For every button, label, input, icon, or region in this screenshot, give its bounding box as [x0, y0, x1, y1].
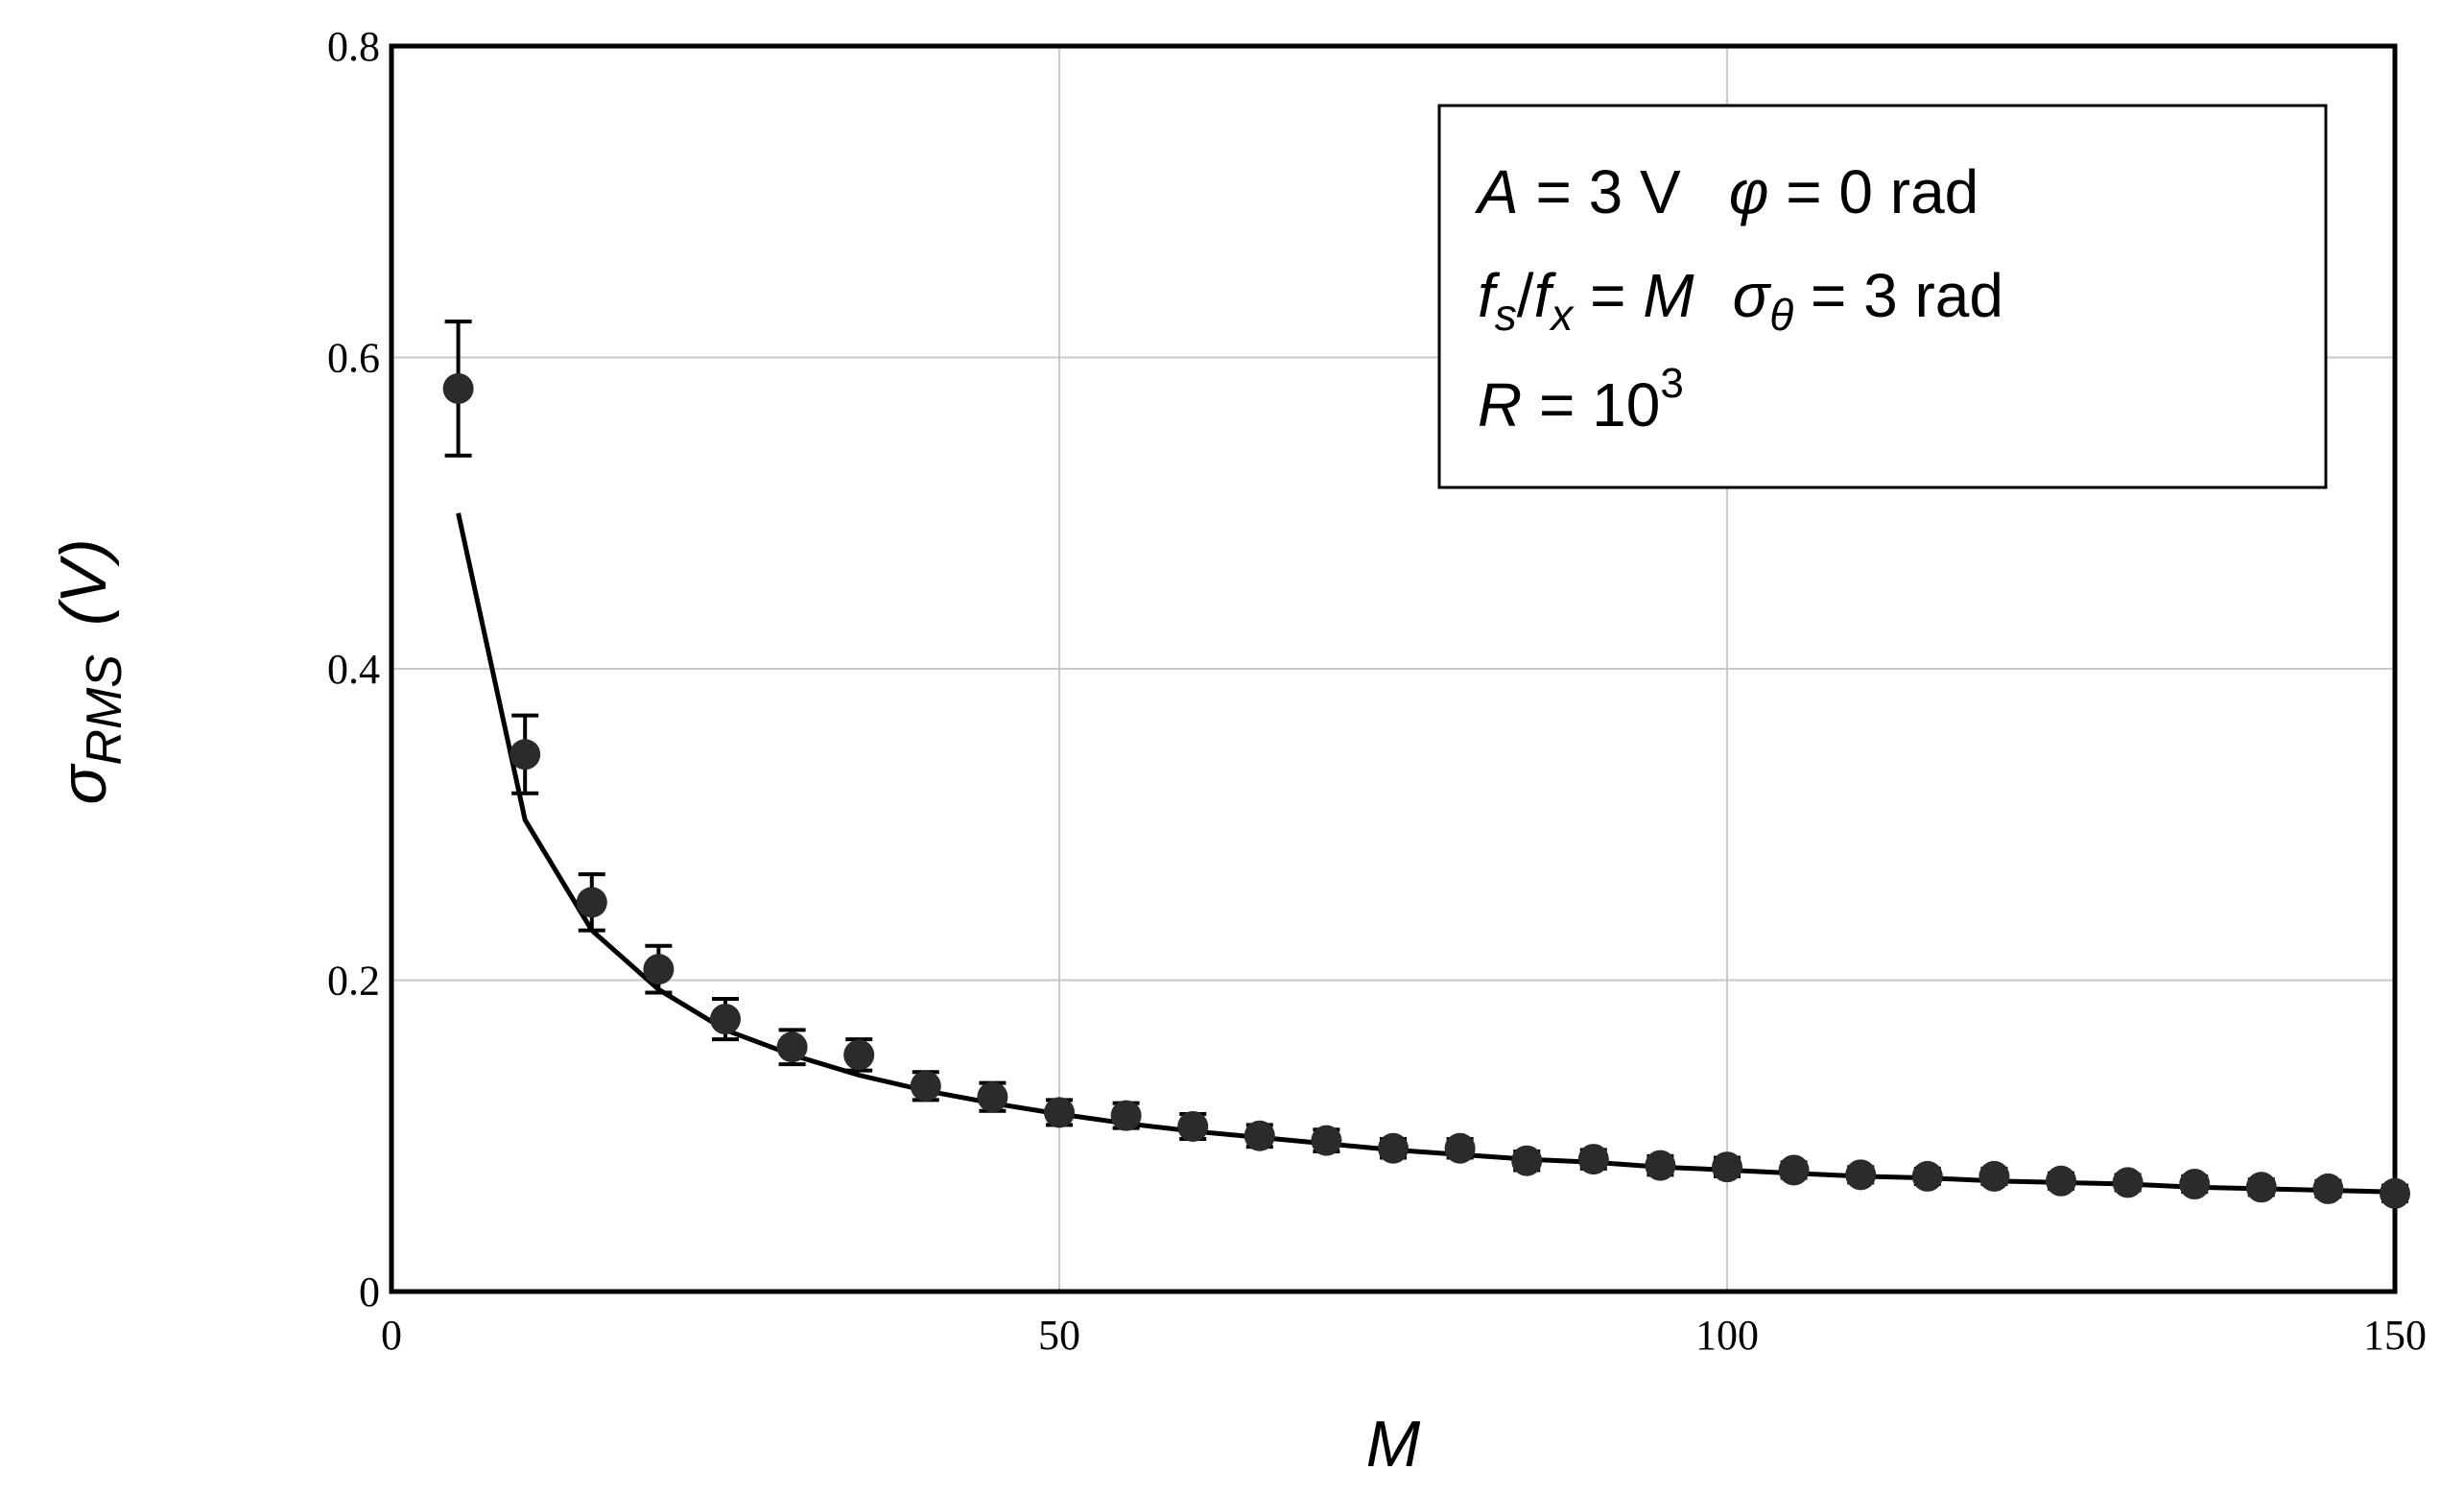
data-point — [576, 887, 607, 918]
data-point — [442, 372, 474, 404]
data-point — [1778, 1154, 1810, 1186]
annotation-frame — [1437, 104, 2328, 489]
y-tick-labels: 0 0.2 0.4 0.6 0.8 — [327, 23, 380, 1316]
x-tick-labels: 0 50 100 150 — [381, 1312, 2427, 1359]
data-point — [1511, 1145, 1543, 1176]
data-markers — [442, 372, 2410, 1209]
data-point — [1845, 1159, 1877, 1191]
data-point — [2179, 1169, 2211, 1200]
x-tick-label: 150 — [2363, 1312, 2427, 1359]
data-point — [910, 1070, 941, 1102]
data-point — [776, 1032, 808, 1063]
data-point — [1044, 1097, 1075, 1128]
data-point — [1444, 1132, 1476, 1164]
data-point — [643, 954, 675, 985]
data-point — [509, 739, 541, 771]
annotation-line-3: R = 103 — [1478, 360, 1684, 439]
data-point — [1177, 1111, 1209, 1143]
data-point — [1645, 1150, 1676, 1181]
data-point — [843, 1039, 875, 1071]
data-point — [710, 1004, 741, 1035]
y-tick-label: 0.8 — [327, 23, 380, 70]
y-tick-label: 0 — [359, 1269, 380, 1316]
y-axis-subscript: RMS — [77, 654, 132, 766]
x-tick-label: 0 — [381, 1312, 402, 1359]
data-point — [2312, 1173, 2344, 1204]
plot-frame — [389, 43, 2398, 1294]
data-point — [2380, 1177, 2410, 1209]
data-point — [1311, 1125, 1342, 1156]
y-tick-label: 0.4 — [327, 646, 380, 693]
data-point — [1911, 1160, 1943, 1192]
y-axis-label: σRMS (V) — [47, 538, 132, 804]
data-point — [1978, 1160, 2010, 1192]
fit-line — [456, 512, 2396, 1195]
y-axis-symbol: σ — [47, 763, 120, 805]
data-point — [977, 1081, 1008, 1113]
y-tick-label: 0.2 — [327, 958, 380, 1005]
y-axis-unit: (V) — [47, 538, 120, 626]
data-point — [2112, 1167, 2144, 1198]
data-point — [1378, 1132, 1409, 1164]
data-point — [2245, 1172, 2277, 1203]
data-point — [1712, 1151, 1742, 1183]
x-axis-label: M — [1366, 1408, 1421, 1481]
data-point — [1577, 1144, 1609, 1175]
data-point — [1244, 1120, 1275, 1151]
x-tick-label: 100 — [1695, 1312, 1759, 1359]
data-point — [1110, 1100, 1142, 1131]
y-tick-label: 0.6 — [327, 335, 380, 382]
data-point — [2046, 1165, 2076, 1197]
x-tick-label: 50 — [1038, 1312, 1080, 1359]
